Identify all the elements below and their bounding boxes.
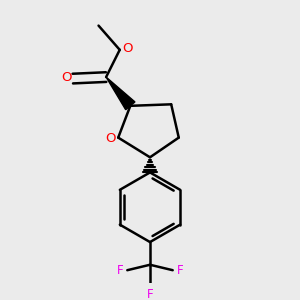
Text: F: F [177,264,184,277]
Text: F: F [116,264,123,277]
Polygon shape [106,77,135,110]
Text: O: O [122,42,133,55]
Text: O: O [105,132,116,145]
Text: O: O [61,71,72,84]
Text: F: F [147,288,153,300]
